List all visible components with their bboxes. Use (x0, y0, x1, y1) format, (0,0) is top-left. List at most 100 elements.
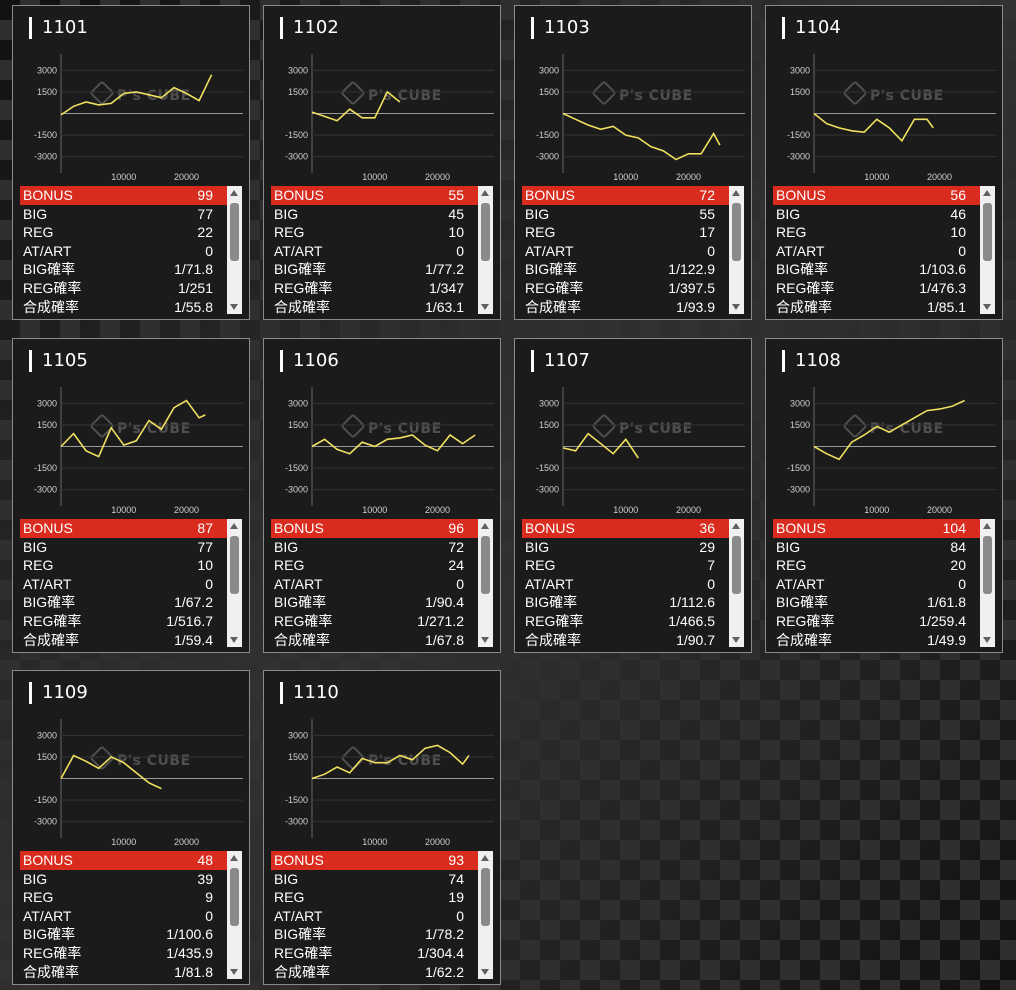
y-tick-label: 3000 (539, 398, 559, 408)
stats-list[interactable]: BONUS 36 BIG 29 REG 7 AT/ART 0 BIG確率 1/112.6 REG確率… (522, 519, 744, 647)
scroll-down-icon[interactable] (732, 304, 740, 310)
stat-label: REG (23, 557, 54, 574)
scroll-thumb[interactable] (481, 203, 490, 261)
stat-row-reg-prob: REG確率 1/259.4 (773, 611, 995, 631)
scroll-thumb[interactable] (230, 868, 239, 926)
stat-value: 77 (197, 205, 213, 222)
scroll-thumb[interactable] (230, 203, 239, 261)
scrollbar[interactable] (227, 851, 242, 979)
scroll-up-icon[interactable] (230, 855, 238, 861)
scrollbar[interactable] (227, 186, 242, 314)
y-tick-label: 1500 (37, 752, 57, 762)
stat-value: 7 (707, 557, 715, 574)
stats-list[interactable]: BONUS 87 BIG 77 REG 10 AT/ART 0 BIG確率 1/67.2 REG確率… (20, 519, 242, 647)
scroll-thumb[interactable] (983, 203, 992, 261)
stat-row-atart: AT/ART 0 (20, 906, 242, 926)
slump-graph: 3000 1500 -1500 -3000 10000 20000 (285, 54, 494, 181)
scrollbar[interactable] (980, 186, 995, 314)
stat-value: 19 (448, 889, 464, 906)
y-tick-label: 1500 (37, 87, 57, 97)
scroll-thumb[interactable] (983, 536, 992, 594)
stat-row-big-prob: BIG確率 1/77.2 (271, 260, 493, 279)
machine-card-1105[interactable]: 1105 P's CUBE 3000 1500 -1500 -3000 10000 20000… (12, 338, 250, 653)
stat-value: 55 (448, 187, 464, 203)
y-tick-label: 3000 (37, 65, 57, 75)
scroll-thumb[interactable] (230, 536, 239, 594)
scroll-up-icon[interactable] (481, 190, 489, 196)
scrollbar[interactable] (478, 186, 493, 314)
x-tick-label: 20000 (174, 837, 199, 846)
machine-card-1109[interactable]: 1109 P's CUBE 3000 1500 -1500 -3000 10000 20000… (12, 670, 250, 985)
scroll-thumb[interactable] (481, 868, 490, 926)
scrollbar[interactable] (478, 851, 493, 979)
machine-card-1101[interactable]: 1101 P's CUBE 3000 1500 -1500 -3000 10000 20000… (12, 5, 250, 320)
stat-value: 0 (456, 575, 464, 592)
scroll-up-icon[interactable] (230, 523, 238, 529)
scroll-down-icon[interactable] (732, 637, 740, 643)
stat-value: 1/122.9 (668, 261, 715, 278)
stat-row-big-prob: BIG確率 1/78.2 (271, 925, 493, 944)
stat-row-reg: REG 10 (773, 223, 995, 242)
machine-card-1106[interactable]: 1106 P's CUBE 3000 1500 -1500 -3000 10000 20000… (263, 338, 501, 653)
stat-value: 1/71.8 (174, 261, 213, 278)
stats-list[interactable]: BONUS 56 BIG 46 REG 10 AT/ART 0 BIG確率 1/103.6 REG確… (773, 186, 995, 314)
machine-card-1104[interactable]: 1104 P's CUBE 3000 1500 -1500 -3000 10000 20000… (765, 5, 1003, 320)
scroll-thumb[interactable] (481, 536, 490, 594)
scroll-down-icon[interactable] (983, 304, 991, 310)
stat-row-reg: REG 7 (522, 556, 744, 575)
scroll-thumb[interactable] (732, 536, 741, 594)
stats-list[interactable]: BONUS 48 BIG 39 REG 9 AT/ART 0 BIG確率 1/100.6 REG確率… (20, 851, 242, 979)
stats-list[interactable]: BONUS 99 BIG 77 REG 22 AT/ART 0 BIG確率 1/71.8 REG確率… (20, 186, 242, 314)
scrollbar[interactable] (729, 519, 744, 647)
stats-list[interactable]: BONUS 93 BIG 74 REG 19 AT/ART 0 BIG確率 1/78.2 REG確率… (271, 851, 493, 979)
stat-label: BIG確率 (23, 261, 76, 278)
stat-value: 1/90.4 (425, 594, 464, 611)
scrollbar[interactable] (478, 519, 493, 647)
machine-number: 1106 (280, 350, 339, 372)
scroll-up-icon[interactable] (481, 523, 489, 529)
scroll-up-icon[interactable] (983, 190, 991, 196)
stat-value: 24 (448, 557, 464, 574)
scroll-up-icon[interactable] (983, 523, 991, 529)
stat-label: BONUS (776, 187, 826, 203)
stat-row-bonus: BONUS 104 (773, 519, 995, 538)
scroll-down-icon[interactable] (230, 969, 238, 975)
scroll-up-icon[interactable] (732, 523, 740, 529)
series-line (562, 112, 721, 161)
stat-label: BIG確率 (525, 261, 578, 278)
stat-row-big-prob: BIG確率 1/90.4 (271, 593, 493, 612)
scroll-down-icon[interactable] (230, 637, 238, 643)
scroll-up-icon[interactable] (481, 855, 489, 861)
machine-card-1102[interactable]: 1102 P's CUBE 3000 1500 -1500 -3000 10000 20000… (263, 5, 501, 320)
stats-list[interactable]: BONUS 96 BIG 72 REG 24 AT/ART 0 BIG確率 1/90.4 REG確率… (271, 519, 493, 647)
stat-value: 74 (448, 870, 464, 887)
scroll-up-icon[interactable] (732, 190, 740, 196)
stats-list[interactable]: BONUS 104 BIG 84 REG 20 AT/ART 0 BIG確率 1/61.8 REG確… (773, 519, 995, 647)
machine-card-1108[interactable]: 1108 P's CUBE 3000 1500 -1500 -3000 10000 20000… (765, 338, 1003, 653)
x-tick-label: 20000 (676, 172, 701, 181)
stat-row-atart: AT/ART 0 (271, 241, 493, 261)
machine-card-1103[interactable]: 1103 P's CUBE 3000 1500 -1500 -3000 10000 20000… (514, 5, 752, 320)
stat-row-atart: AT/ART 0 (773, 574, 995, 594)
scrollbar[interactable] (980, 519, 995, 647)
stats-list[interactable]: BONUS 72 BIG 55 REG 17 AT/ART 0 BIG確率 1/122.9 REG確… (522, 186, 744, 314)
scrollbar[interactable] (227, 519, 242, 647)
scroll-up-icon[interactable] (230, 190, 238, 196)
stats-list[interactable]: BONUS 55 BIG 45 REG 10 AT/ART 0 BIG確率 1/77.2 REG確率… (271, 186, 493, 314)
scroll-down-icon[interactable] (230, 304, 238, 310)
machine-number: 1104 (782, 17, 841, 39)
stat-value: 10 (448, 224, 464, 241)
slump-graph: 3000 1500 -1500 -3000 10000 20000 (285, 719, 494, 846)
scrollbar[interactable] (729, 186, 744, 314)
machine-card-1107[interactable]: 1107 P's CUBE 3000 1500 -1500 -3000 10000 20000… (514, 338, 752, 653)
series-line (311, 90, 401, 122)
machine-card-1110[interactable]: 1110 P's CUBE 3000 1500 -1500 -3000 10000 20000… (263, 670, 501, 985)
scroll-down-icon[interactable] (983, 637, 991, 643)
scroll-down-icon[interactable] (481, 637, 489, 643)
stat-value: 72 (699, 187, 715, 203)
stat-value: 1/347 (428, 279, 464, 296)
scroll-down-icon[interactable] (481, 969, 489, 975)
scroll-down-icon[interactable] (481, 304, 489, 310)
stat-value: 0 (456, 907, 464, 924)
scroll-thumb[interactable] (732, 203, 741, 261)
